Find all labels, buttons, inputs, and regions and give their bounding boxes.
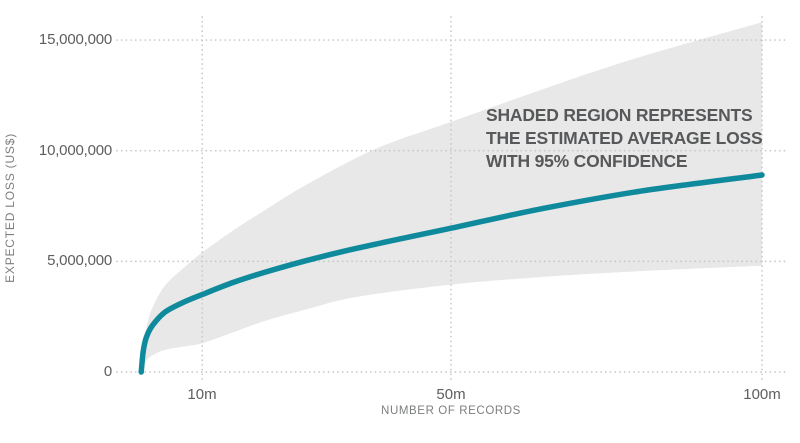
confidence-band (141, 22, 762, 373)
y-tick-label-5000000: 5,000,000 (47, 252, 112, 269)
y-tick-label-15000000: 15,000,000 (38, 31, 112, 48)
annotation-line-2: THE ESTIMATED AVERAGE LOSS (486, 128, 763, 148)
annotation: SHADED REGION REPRESENTS THE ESTIMATED A… (486, 104, 763, 173)
annotation-line-3: WITH 95% CONFIDENCE (486, 151, 688, 171)
x-axis-title: NUMBER OF RECORDS (381, 405, 521, 417)
x-tick-label-50m: 50m (436, 386, 466, 403)
y-tick-label-0: 0 (103, 363, 112, 380)
x-tick-label-10m: 10m (187, 386, 217, 403)
annotation-line-1: SHADED REGION REPRESENTS (486, 105, 753, 125)
expected-loss-line (138, 172, 765, 375)
x-tick-label-100m: 100m (743, 386, 781, 403)
y-tick-label-10000000: 10,000,000 (38, 142, 112, 159)
